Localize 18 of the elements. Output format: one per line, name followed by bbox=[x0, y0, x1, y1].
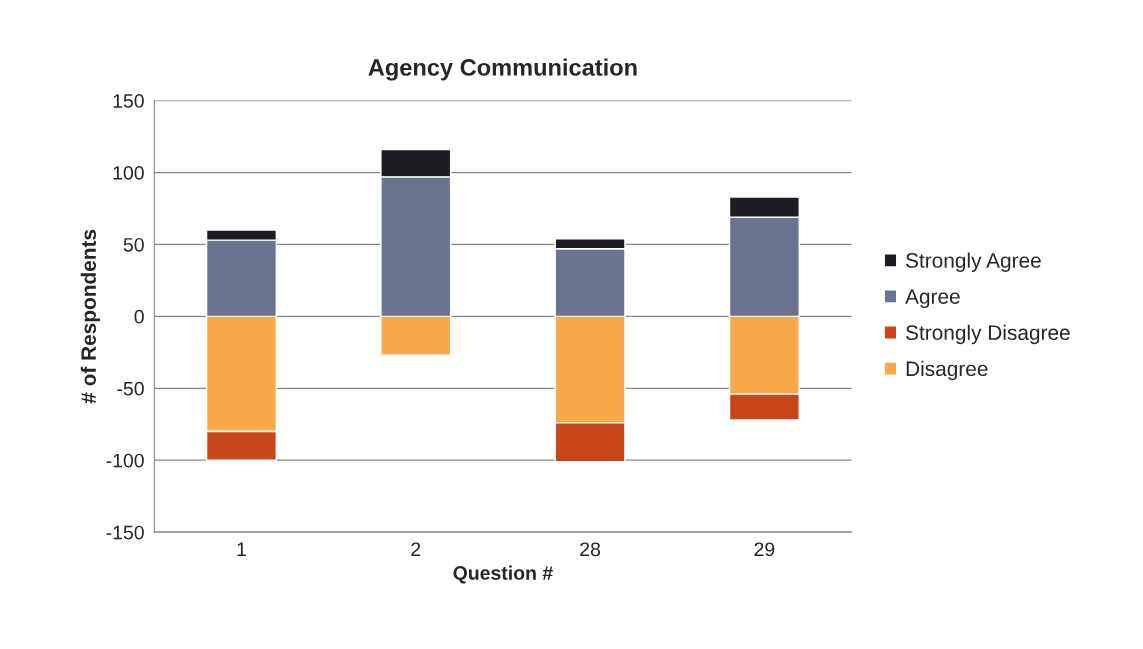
y-tick-label: -50 bbox=[117, 381, 144, 396]
x-tick-label: 28 bbox=[580, 542, 601, 557]
x-axis-title: Question # bbox=[453, 565, 553, 584]
y-axis-title: # of Respondents bbox=[80, 229, 101, 404]
legend-label: Agree bbox=[905, 289, 960, 309]
y-tick-label: 100 bbox=[113, 165, 144, 180]
chart-title: Agency Communication bbox=[368, 58, 637, 81]
y-tick-label: 0 bbox=[134, 309, 144, 324]
legend-label: Strongly Disagree bbox=[906, 324, 1070, 345]
x-tick-label: 29 bbox=[754, 542, 775, 557]
x-tick-label: 1 bbox=[237, 542, 246, 556]
x-tick-label: 2 bbox=[411, 542, 421, 556]
legend-label: Disagree bbox=[906, 360, 988, 381]
y-tick-label: -150 bbox=[106, 525, 144, 540]
y-tick-label: 50 bbox=[123, 237, 144, 252]
y-tick-label: 150 bbox=[113, 94, 144, 108]
legend-label: Strongly Agree bbox=[906, 252, 1041, 272]
y-tick-label: -100 bbox=[106, 453, 144, 468]
